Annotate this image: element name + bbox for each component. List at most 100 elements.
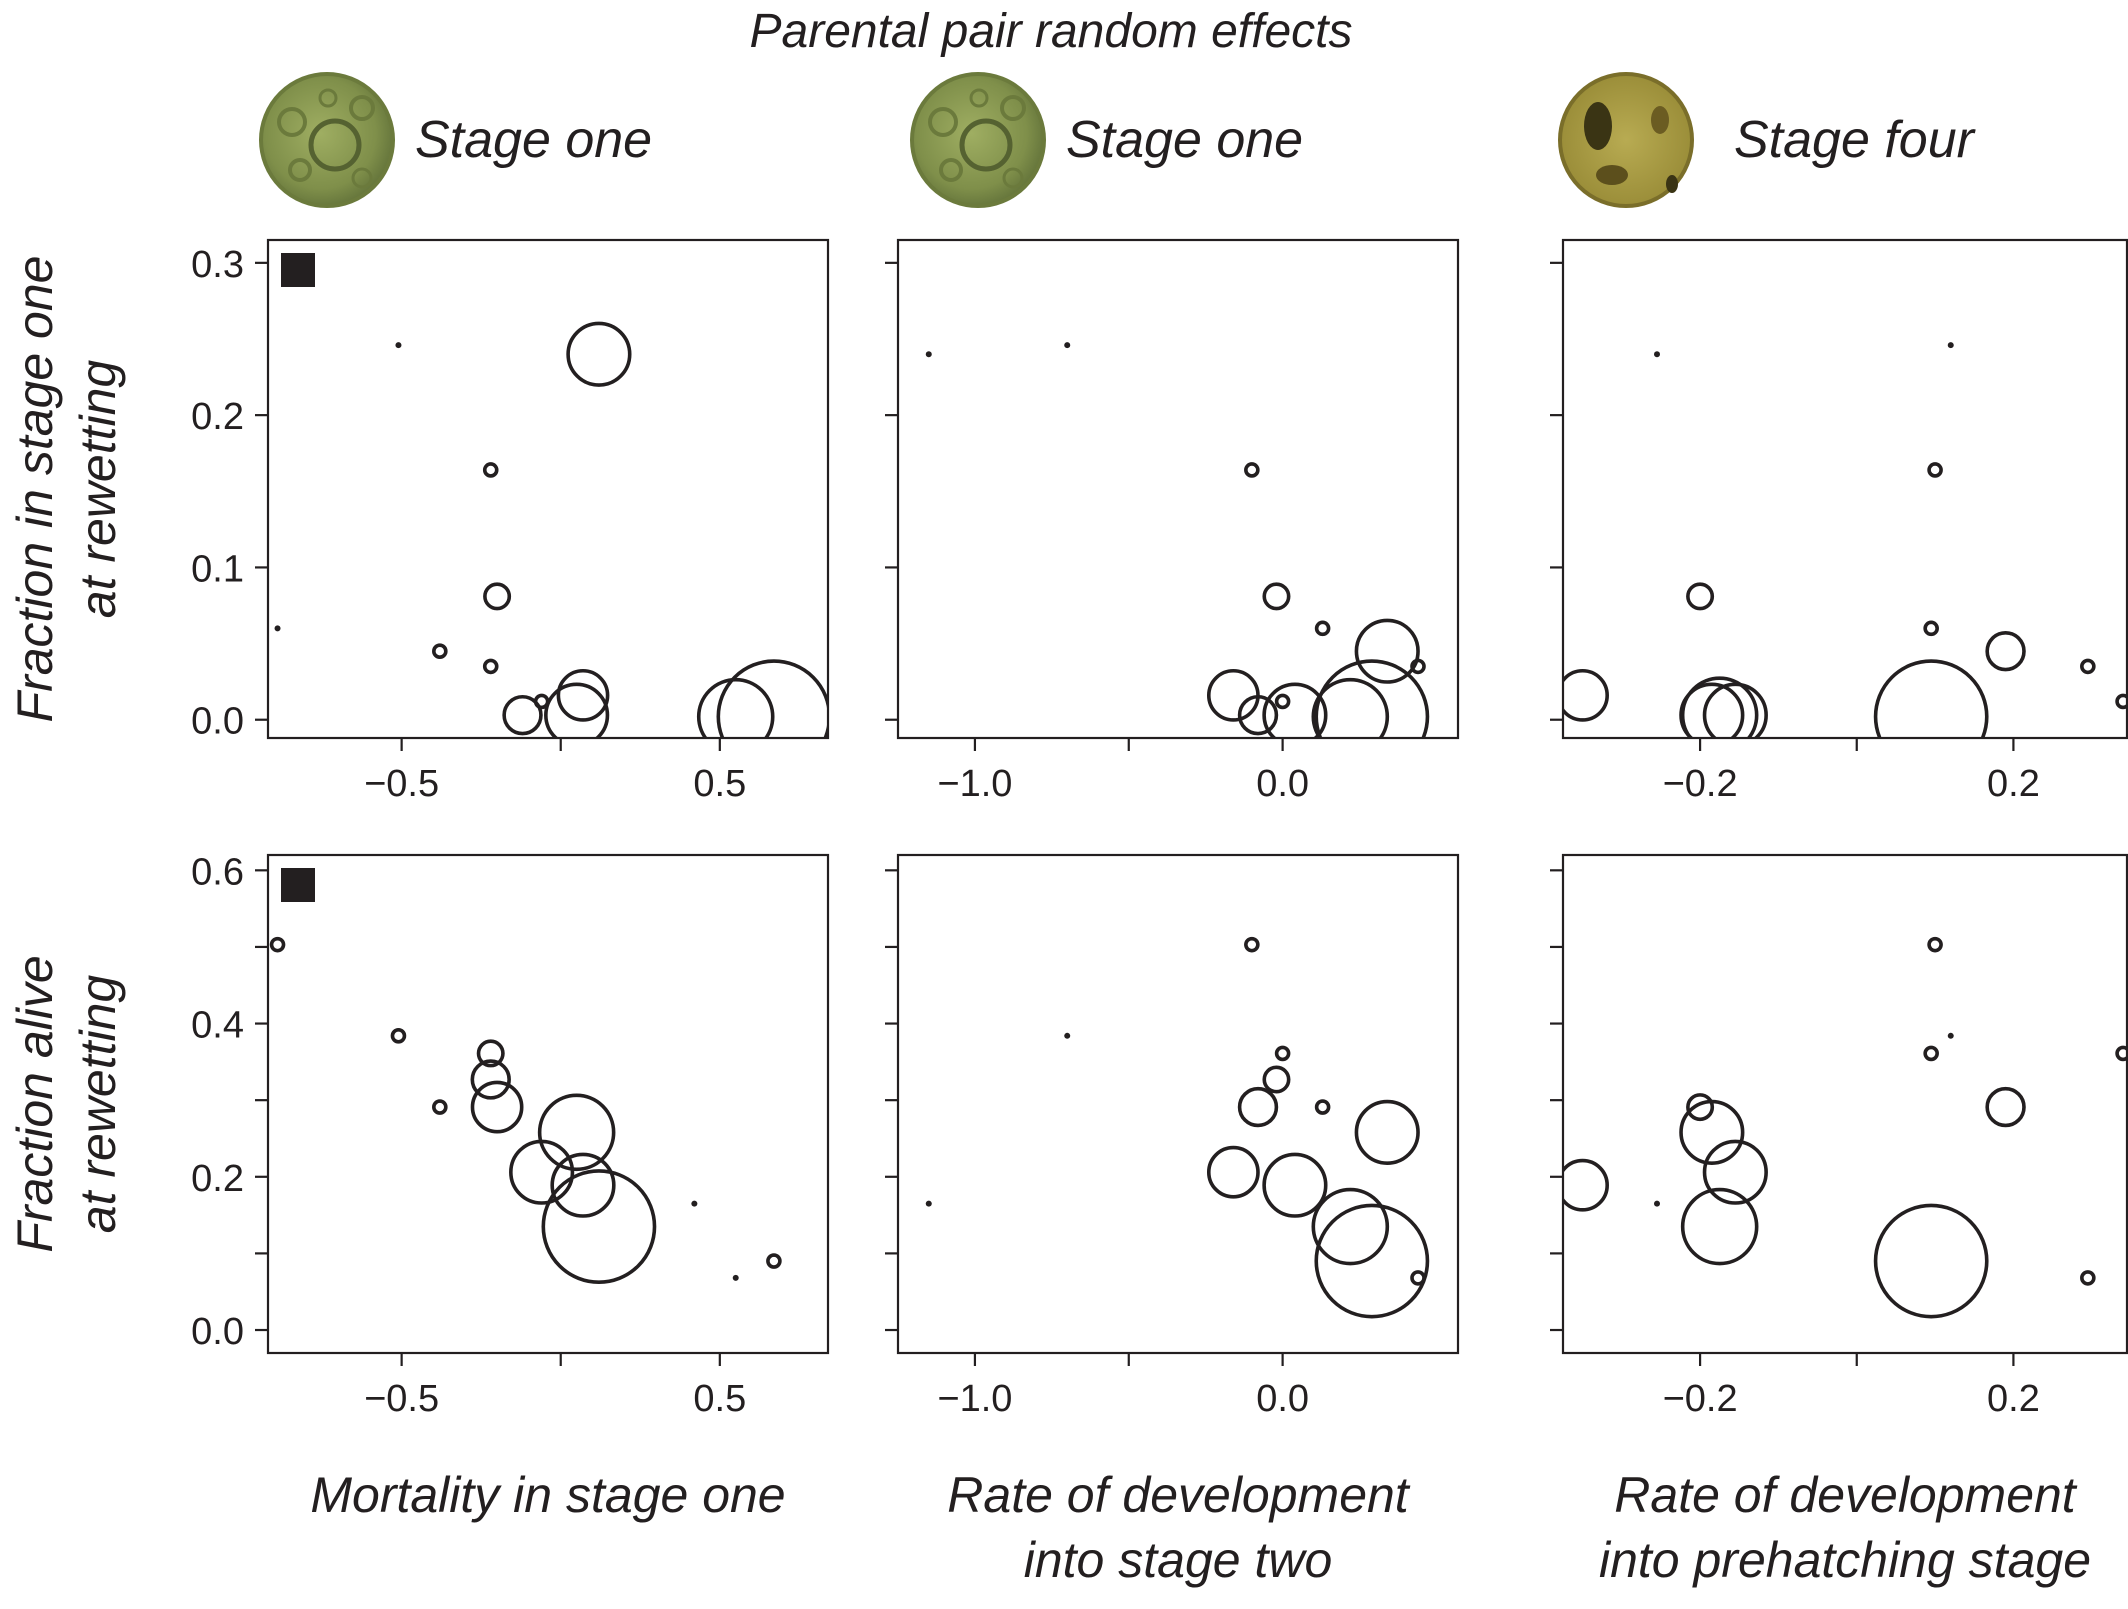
data-point	[470, 1080, 524, 1134]
x-tick-label: 0.5	[693, 1378, 746, 1420]
panel-r2-c3: −0.2 0.2	[1550, 853, 2128, 1420]
data-point	[1679, 1099, 1745, 1165]
bubbles	[269, 936, 782, 1284]
data-point	[1274, 1045, 1291, 1062]
x-tick-label: 0.5	[693, 763, 746, 805]
data-point	[925, 351, 932, 358]
y-tick-label: 0.2	[191, 1158, 244, 1200]
data-point	[1947, 342, 1954, 349]
super-title: Parental pair random effects	[750, 5, 1353, 58]
x-axis-label-line: Rate of development	[1614, 1467, 2078, 1523]
y-tick-label: 0.2	[191, 396, 244, 438]
panel-r1-c3: −0.2 0.2	[1550, 238, 2128, 805]
data-point	[541, 1169, 657, 1284]
y-axis-label-line: at rewetting	[70, 360, 126, 619]
stage-label: Stage one	[1066, 111, 1303, 169]
data-point	[390, 1028, 407, 1044]
data-point	[502, 694, 543, 736]
stage-four-egg-image	[1558, 72, 1694, 208]
data-point	[1314, 1099, 1331, 1115]
bubbles	[925, 936, 1430, 1319]
bubbles	[925, 342, 1430, 738]
x-tick-label: −0.2	[1663, 1378, 1738, 1420]
data-point	[476, 1039, 505, 1068]
x-tick-label: −1.0	[937, 1378, 1012, 1420]
data-point	[566, 321, 632, 387]
y-tick-label: 0.3	[191, 244, 244, 286]
y-axis-label-line: at rewetting	[70, 975, 126, 1234]
stage-label: Stage one	[415, 111, 652, 169]
data-point	[544, 682, 610, 738]
data-point	[1680, 1187, 1759, 1266]
data-point	[1702, 682, 1768, 738]
data-point	[1923, 1045, 1939, 1062]
data-point	[1064, 342, 1071, 349]
data-point	[1311, 677, 1390, 738]
stage-label: Stage four	[1734, 111, 1977, 169]
stage-one-egg-image	[910, 72, 1046, 208]
bubbles	[274, 321, 828, 738]
data-point	[691, 1200, 698, 1207]
data-point	[1702, 1139, 1768, 1205]
data-point	[1873, 659, 1989, 738]
data-point	[274, 625, 281, 632]
data-point	[1206, 1145, 1260, 1199]
data-point	[1686, 1093, 1715, 1122]
panel-r1-c1: 0.0 0.1 0.2 0.3 −0.5 0.5	[191, 238, 830, 805]
data-point	[1064, 1032, 1071, 1039]
x-axis-label-line: Mortality in stage one	[310, 1467, 785, 1523]
data-point	[716, 659, 828, 738]
data-point	[1354, 1099, 1420, 1165]
data-point	[1923, 620, 1939, 637]
panel-r1-c2: −1.0 0.0	[885, 238, 1460, 805]
data-point	[482, 658, 499, 675]
plot-frame	[896, 238, 1460, 740]
data-point	[1262, 682, 1328, 738]
data-point	[1927, 936, 1943, 953]
bubbles	[1563, 342, 2127, 738]
x-tick-label: 0.2	[1987, 763, 2040, 805]
data-point	[2115, 1045, 2127, 1062]
data-point	[1354, 618, 1420, 684]
square-marker	[281, 253, 315, 287]
data-point	[1314, 620, 1331, 637]
data-point	[1274, 693, 1291, 710]
x-tick-label: −1.0	[937, 763, 1012, 805]
x-tick-label: 0.2	[1987, 1378, 2040, 1420]
data-point	[1947, 1032, 1954, 1039]
data-point	[550, 1152, 616, 1218]
panel-grid: 0.0 0.1 0.2 0.3 −0.5 0.5 −1.0 0.0 −0.2 0.2 0.0 0.2 0…	[7, 238, 2128, 1588]
x-tick-label: −0.5	[364, 1378, 439, 1420]
data-point	[483, 582, 512, 611]
y-tick-label: 0.1	[191, 548, 244, 590]
data-point	[432, 1099, 448, 1115]
plot-frame	[266, 853, 830, 1355]
data-point	[1244, 462, 1260, 478]
plot-frame	[1561, 238, 2128, 740]
data-point	[1206, 668, 1260, 722]
data-point	[556, 668, 610, 722]
data-point	[2080, 1270, 2096, 1286]
data-point	[1262, 1065, 1291, 1094]
plot-frame	[266, 238, 830, 740]
panel-r2-c1: 0.0 0.2 0.4 0.6 −0.5 0.5	[191, 851, 830, 1420]
x-axis-label-line: Rate of development	[947, 1467, 1411, 1523]
data-point	[1686, 582, 1715, 611]
x-tick-label: 0.0	[1256, 1378, 1309, 1420]
y-tick-label: 0.6	[191, 851, 244, 893]
data-point	[1680, 676, 1759, 738]
data-point	[537, 1093, 616, 1172]
plot-frame	[896, 853, 1460, 1355]
data-point	[696, 677, 775, 738]
y-tick-label: 0.4	[191, 1005, 244, 1047]
y-axis-label-line: Fraction alive	[7, 955, 63, 1252]
data-point	[2115, 693, 2127, 710]
data-point	[470, 1059, 511, 1100]
square-marker	[281, 868, 315, 902]
data-point	[269, 936, 286, 953]
x-tick-label: 0.0	[1256, 763, 1309, 805]
data-point	[1244, 936, 1260, 953]
y-axis-label: Fraction in stage one at rewetting	[7, 256, 126, 723]
data-point	[1262, 1152, 1328, 1218]
data-point	[1927, 462, 1943, 478]
